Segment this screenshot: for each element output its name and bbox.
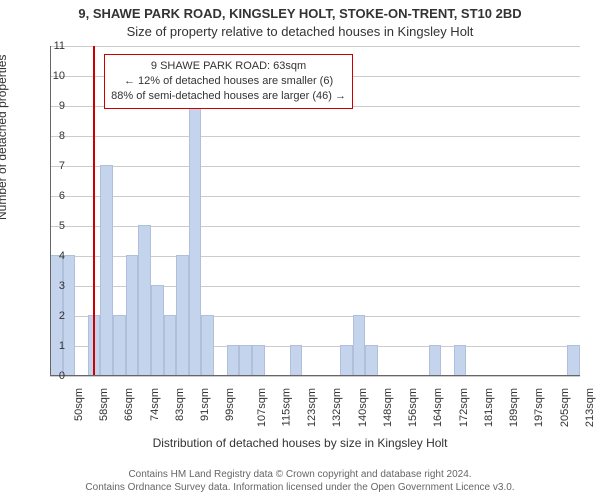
y-tick: 6 [59, 190, 65, 202]
x-tick: 164sqm [432, 388, 444, 427]
y-tick: 11 [54, 40, 65, 52]
x-tick: 205sqm [559, 388, 571, 427]
x-tick: 156sqm [407, 388, 419, 427]
x-axis-line [50, 375, 580, 376]
copyright-text: Contains HM Land Registry data © Crown c… [0, 468, 600, 494]
histogram-bar [201, 315, 214, 375]
histogram-bar [239, 345, 252, 375]
callout-box: 9 SHAWE PARK ROAD: 63sqm ← 12% of detach… [104, 54, 353, 109]
x-tick: 91sqm [199, 388, 211, 421]
x-tick: 172sqm [458, 388, 470, 427]
histogram-bar [227, 345, 240, 375]
x-tick: 197sqm [533, 388, 545, 427]
x-tick: 132sqm [332, 388, 344, 427]
y-tick: 2 [59, 310, 65, 322]
y-tick: 1 [59, 340, 65, 352]
y-tick: 8 [59, 130, 65, 142]
histogram-bar [151, 285, 164, 375]
y-tick: 5 [59, 220, 65, 232]
y-tick: 10 [53, 70, 65, 82]
x-tick: 123sqm [306, 388, 318, 427]
y-tick: 0 [59, 370, 65, 382]
grid-line [50, 196, 580, 197]
histogram-bar [290, 345, 303, 375]
grid-line [50, 376, 580, 377]
x-tick: 213sqm [584, 388, 596, 427]
x-tick: 50sqm [73, 388, 85, 421]
histogram-bar [138, 225, 151, 375]
chart-title-desc: Size of property relative to detached ho… [0, 24, 600, 39]
histogram-bar [164, 315, 177, 375]
histogram-bar [252, 345, 265, 375]
x-tick: 99sqm [224, 388, 236, 421]
y-tick: 7 [59, 160, 65, 172]
histogram-bar [126, 255, 139, 375]
y-tick: 4 [59, 250, 65, 262]
grid-line [50, 226, 580, 227]
y-axis-label: Number of detached properties [0, 55, 9, 220]
chart-plot-area: 9 SHAWE PARK ROAD: 63sqm ← 12% of detach… [50, 46, 580, 376]
callout-line3: 88% of semi-detached houses are larger (… [111, 89, 346, 104]
copyright-line1: Contains HM Land Registry data © Crown c… [0, 468, 600, 481]
grid-line [50, 46, 580, 47]
x-tick: 148sqm [382, 388, 394, 427]
x-tick: 66sqm [124, 388, 136, 421]
x-tick: 115sqm [280, 388, 292, 426]
grid-line [50, 136, 580, 137]
x-tick: 58sqm [98, 388, 110, 421]
copyright-line2: Contains Ordnance Survey data. Informati… [0, 481, 600, 494]
histogram-bar [567, 345, 580, 375]
y-axis-line [50, 46, 51, 376]
grid-line [50, 166, 580, 167]
histogram-bar [353, 315, 366, 375]
chart-title-address: 9, SHAWE PARK ROAD, KINGSLEY HOLT, STOKE… [0, 6, 600, 21]
x-axis-label: Distribution of detached houses by size … [0, 436, 600, 450]
histogram-bar [340, 345, 353, 375]
histogram-bar [454, 345, 467, 375]
x-tick: 74sqm [149, 388, 161, 421]
x-tick: 107sqm [256, 388, 268, 427]
histogram-bar [189, 75, 202, 375]
x-tick: 83sqm [174, 388, 186, 421]
histogram-bar [100, 165, 113, 375]
x-tick: 181sqm [483, 388, 495, 427]
callout-line2: ← 12% of detached houses are smaller (6) [111, 74, 346, 89]
x-tick: 140sqm [357, 388, 369, 427]
histogram-bar [365, 345, 378, 375]
y-tick: 3 [59, 280, 65, 292]
histogram-bar [429, 345, 442, 375]
y-tick: 9 [59, 100, 65, 112]
histogram-bar [113, 315, 126, 375]
histogram-bar [176, 255, 189, 375]
callout-line1: 9 SHAWE PARK ROAD: 63sqm [111, 59, 346, 74]
subject-marker-line [93, 46, 95, 376]
x-tick: 189sqm [508, 388, 520, 427]
